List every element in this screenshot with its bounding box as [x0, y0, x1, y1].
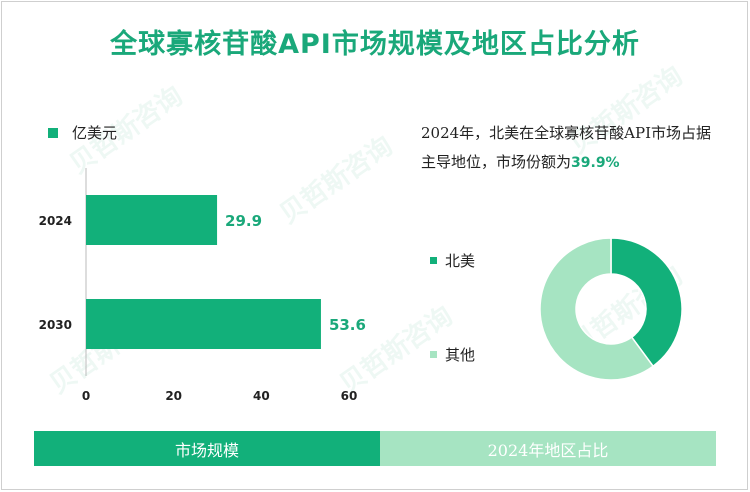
pie-legend-swatch-north-america: [430, 257, 437, 264]
pie-legend-north-america: 北美: [430, 250, 475, 271]
pie-legend-label-other: 其他: [445, 346, 476, 364]
category-label-2024: 2024: [39, 214, 72, 228]
pie-legend-label-north-america: 北美: [445, 252, 476, 270]
x-tick-label: 0: [82, 389, 90, 403]
category-label-2030: 2030: [39, 318, 72, 332]
unit-legend-label: 亿美元: [72, 124, 118, 142]
description-text: 2024年，北美在全球寡核苷酸API市场占据主导地位，市场份额为39.9%: [421, 119, 721, 178]
x-tick-label: 60: [341, 389, 358, 403]
value-label-2030: 53.6: [329, 316, 366, 334]
footer-region-share: 2024年地区占比: [380, 431, 716, 466]
x-tick-label: 40: [253, 389, 270, 403]
unit-legend: 亿美元: [48, 122, 117, 143]
pie-legend-other: 其他: [430, 344, 475, 365]
value-label-2024: 29.9: [225, 212, 262, 230]
chart-title: 全球寡核苷酸API市场规模及地区占比分析: [110, 29, 640, 60]
description-percent: 39.9%: [571, 155, 620, 171]
bar-2030: [86, 299, 321, 349]
pie-legend-swatch-other: [430, 351, 437, 358]
footer-market-size: 市场规模: [34, 431, 380, 466]
x-tick-label: 20: [165, 389, 182, 403]
description-body: 2024年，北美在全球寡核苷酸API市场占据主导地位，市场份额为: [421, 124, 712, 171]
bar-2024: [86, 195, 218, 245]
unit-legend-swatch: [48, 127, 58, 138]
